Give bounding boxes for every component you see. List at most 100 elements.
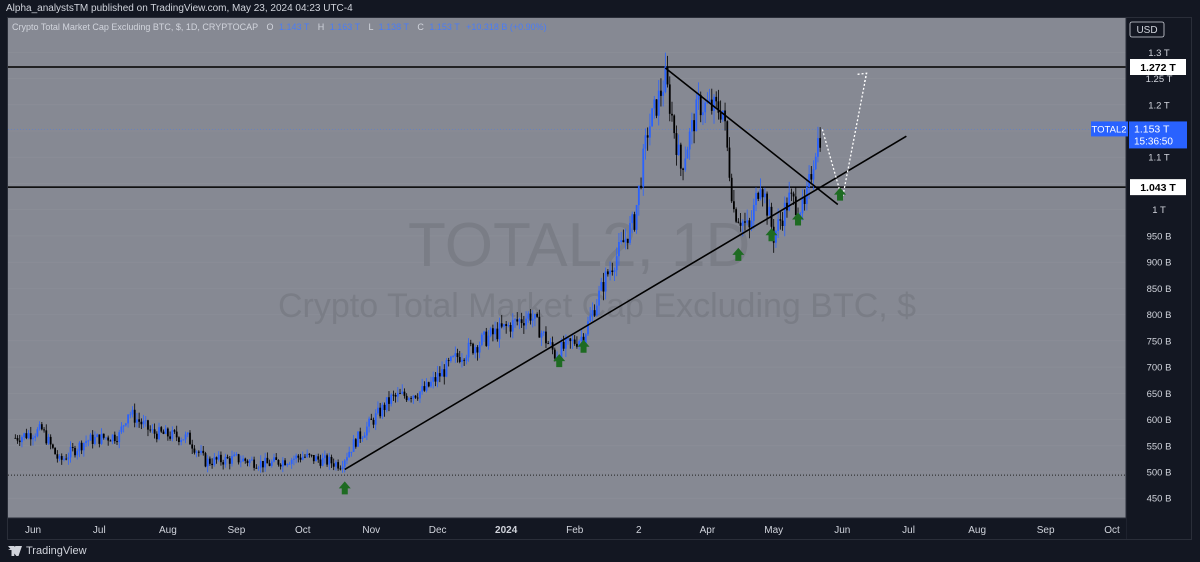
candle-body bbox=[480, 334, 483, 346]
support-trendline[interactable] bbox=[344, 135, 907, 471]
candle-body bbox=[290, 459, 293, 464]
candle-body bbox=[144, 420, 147, 422]
candle-body bbox=[312, 454, 315, 462]
candle-body bbox=[25, 433, 28, 439]
candle-body bbox=[140, 421, 143, 425]
level-badge-high bbox=[1130, 59, 1186, 75]
level-badge-mid-label: 1.043 T bbox=[1140, 182, 1176, 194]
price-chart[interactable]: TOTAL2, 1D Crypto Total Market Cap Exclu… bbox=[8, 18, 1192, 540]
price-tick-label: 450 B bbox=[1147, 494, 1172, 505]
candle-body bbox=[631, 214, 634, 224]
chart-frame[interactable]: TOTAL2, 1D Crypto Total Market Cap Exclu… bbox=[7, 17, 1192, 540]
time-tick-label: Dec bbox=[429, 525, 447, 536]
candle-body bbox=[633, 214, 636, 230]
candle-body bbox=[726, 121, 729, 148]
legend-c-value: 1.153 T bbox=[429, 22, 460, 32]
candle-body bbox=[465, 357, 468, 361]
candle-body bbox=[197, 451, 200, 453]
up-arrow-icon[interactable] bbox=[732, 247, 745, 261]
candle-body bbox=[268, 463, 271, 466]
candle-body bbox=[454, 353, 457, 357]
legend-change: +10.318 B (+0.90%) bbox=[466, 22, 547, 32]
candle-body bbox=[779, 219, 782, 221]
price-axis-bg bbox=[1126, 18, 1191, 539]
candle-body bbox=[89, 434, 92, 441]
candle-body bbox=[195, 451, 198, 453]
candle-body bbox=[673, 115, 676, 134]
candle-body bbox=[569, 338, 572, 342]
candle-body bbox=[131, 409, 134, 415]
candle-body bbox=[370, 418, 373, 420]
legend-c-label: C bbox=[417, 22, 424, 32]
candle-body bbox=[206, 458, 209, 467]
candle-body bbox=[626, 238, 629, 243]
candle-body bbox=[733, 201, 735, 210]
current-price-badge bbox=[1129, 121, 1187, 149]
candle-body bbox=[500, 323, 503, 327]
time-axis-labels: Jun Jul Aug Sep Oct Nov Dec 2024 Feb 2 Apr May Jun Ju… bbox=[25, 525, 1120, 536]
up-arrow-icon[interactable] bbox=[834, 187, 847, 201]
candle-body bbox=[704, 102, 707, 113]
candle-body bbox=[122, 425, 125, 427]
currency-label[interactable]: USD bbox=[1136, 25, 1157, 36]
candle-body bbox=[542, 331, 545, 334]
candle-body bbox=[405, 395, 408, 401]
candle-body bbox=[509, 325, 512, 332]
up-arrow-icon[interactable] bbox=[577, 339, 590, 353]
candle-body bbox=[231, 456, 233, 464]
candle-body bbox=[396, 393, 399, 397]
projection-path[interactable] bbox=[821, 73, 868, 200]
candle-body bbox=[40, 424, 43, 430]
candle-body bbox=[781, 220, 784, 227]
candle-body bbox=[697, 94, 700, 100]
candle-body bbox=[403, 391, 406, 396]
tradingview-logo[interactable]: TradingView bbox=[8, 544, 87, 558]
candle-body bbox=[584, 334, 587, 345]
candle-body bbox=[211, 463, 213, 466]
candle-body bbox=[609, 270, 611, 275]
candle-body bbox=[51, 444, 54, 448]
up-arrow-icon[interactable] bbox=[553, 354, 566, 368]
candle-body bbox=[748, 220, 751, 228]
candle-body bbox=[281, 460, 284, 467]
projection-arrowhead bbox=[857, 72, 868, 83]
legend-symbol: Crypto Total Market Cap Excluding BTC, $… bbox=[12, 22, 258, 32]
price-tick-label: 1 T bbox=[1152, 205, 1166, 216]
candle-body bbox=[587, 321, 589, 335]
up-arrow-icon[interactable] bbox=[338, 481, 351, 495]
candle-body bbox=[273, 457, 275, 462]
time-tick-label: Apr bbox=[700, 525, 716, 536]
candle-body bbox=[553, 349, 556, 359]
candle-body bbox=[151, 429, 154, 431]
currency-button[interactable] bbox=[1129, 21, 1165, 38]
symbol-tag-label: TOTAL2 bbox=[1091, 124, 1126, 135]
candle-body bbox=[425, 382, 428, 391]
candle-body bbox=[498, 323, 501, 340]
candle-body bbox=[522, 323, 525, 326]
candle-body bbox=[761, 189, 764, 198]
resistance-trendline[interactable] bbox=[664, 67, 839, 206]
candle-body bbox=[354, 439, 357, 447]
candle-body bbox=[469, 342, 472, 344]
candle-body bbox=[107, 437, 110, 441]
candle-body bbox=[536, 313, 539, 317]
watermark: TOTAL2, 1D Crypto Total Market Cap Exclu… bbox=[278, 211, 916, 325]
candle-body bbox=[812, 169, 815, 180]
up-arrow-icon[interactable] bbox=[765, 228, 778, 242]
candle-body bbox=[60, 456, 63, 460]
candle-body bbox=[792, 193, 795, 197]
price-tick-label: 1.3 T bbox=[1148, 48, 1170, 59]
candle-body bbox=[721, 110, 724, 120]
candle-body bbox=[308, 453, 311, 455]
candle-body bbox=[744, 221, 746, 223]
candle-body bbox=[611, 270, 614, 273]
candle-body bbox=[416, 397, 419, 399]
time-tick-label: Jul bbox=[902, 525, 915, 536]
candle-body bbox=[328, 456, 331, 465]
candle-body bbox=[136, 419, 138, 423]
time-axis-bg bbox=[8, 518, 1126, 539]
candle-body bbox=[171, 430, 174, 439]
up-arrow-icon[interactable] bbox=[792, 212, 805, 226]
candle-body bbox=[545, 331, 547, 344]
price-tick-label: 1.2 T bbox=[1148, 100, 1170, 111]
